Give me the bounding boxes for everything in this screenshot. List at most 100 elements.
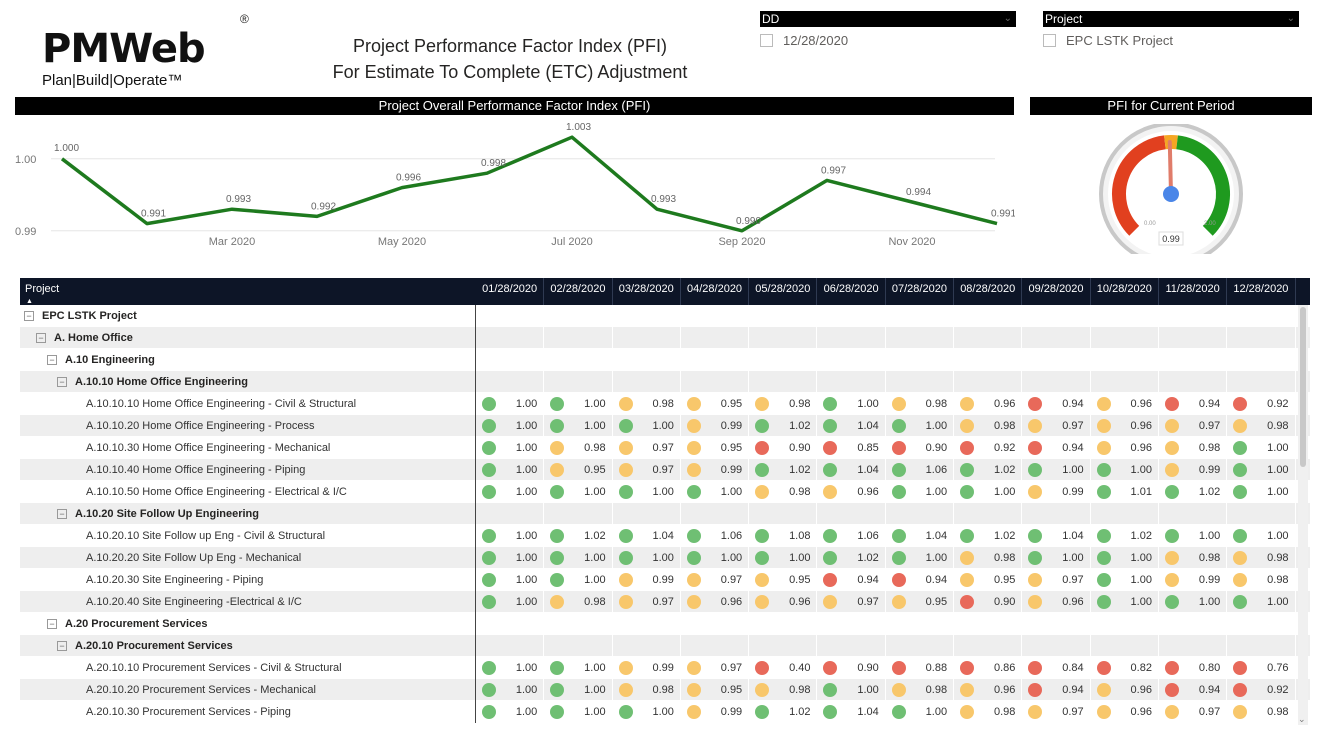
column-header-date[interactable]: 10/28/2020 xyxy=(1091,278,1159,305)
column-header-date[interactable]: 02/28/2020 xyxy=(544,278,613,305)
table-cell xyxy=(954,634,1023,657)
cell-value: 0.97 xyxy=(1062,705,1084,718)
collapse-toggle-icon[interactable]: − xyxy=(47,618,57,629)
table-cell: 0.97 xyxy=(1159,700,1228,723)
status-indicator-icon xyxy=(1164,528,1179,543)
dd-slicer[interactable]: DD ⌄ 12/28/2020 xyxy=(760,11,1016,48)
status-indicator-icon xyxy=(1096,550,1111,565)
status-indicator-icon xyxy=(755,396,770,411)
status-indicator-icon xyxy=(618,594,633,609)
collapse-toggle-icon[interactable]: − xyxy=(57,376,67,387)
column-header-date[interactable]: 06/28/2020 xyxy=(817,278,886,305)
table-cell xyxy=(817,304,886,327)
table-cell: 1.00 xyxy=(886,700,955,723)
chevron-down-icon[interactable]: ⌄ xyxy=(1003,13,1012,24)
table-cell xyxy=(886,326,955,349)
x-tick-label: Nov 2020 xyxy=(888,236,935,248)
row-label-text: A.20.10.10 Procurement Services - Civil … xyxy=(86,661,342,674)
status-indicator-icon xyxy=(1096,462,1111,477)
cell-value: 0.94 xyxy=(1062,683,1084,696)
table-cell xyxy=(1227,326,1296,349)
row-label: − EPC LSTK Project xyxy=(20,304,476,327)
checkbox[interactable] xyxy=(1043,34,1056,47)
table-cell: 1.00 xyxy=(613,414,681,437)
checkbox[interactable] xyxy=(760,34,773,47)
status-indicator-icon xyxy=(1028,484,1043,499)
column-header-project[interactable]: Project ▲ xyxy=(20,278,476,305)
status-indicator-icon xyxy=(1028,418,1043,433)
cell-value: 0.94 xyxy=(1062,441,1084,454)
column-header-date[interactable]: 08/28/2020 xyxy=(954,278,1023,305)
status-indicator-icon xyxy=(1164,418,1179,433)
table-cell: 1.02 xyxy=(1091,524,1159,547)
cell-value: 0.95 xyxy=(584,463,606,476)
collapse-toggle-icon[interactable]: − xyxy=(24,310,34,321)
cell-value: 1.00 xyxy=(720,485,743,498)
data-label: 1.003 xyxy=(566,122,591,133)
table-cell: 1.00 xyxy=(544,480,613,503)
cell-value: 0.97 xyxy=(1062,419,1084,432)
row-label: − A.10 Engineering xyxy=(20,348,476,371)
status-indicator-icon xyxy=(1028,528,1043,543)
dd-slicer-option[interactable]: 12/28/2020 xyxy=(760,33,1016,48)
table-cell xyxy=(613,634,681,657)
column-header-date[interactable]: 11/28/2020 xyxy=(1159,278,1228,305)
column-header-date[interactable]: 01/28/2020 xyxy=(476,278,545,305)
status-indicator-icon xyxy=(823,682,838,697)
table-cell: 0.96 xyxy=(954,392,1023,415)
table-cell: 1.00 xyxy=(1227,524,1296,547)
column-header-date[interactable]: 07/28/2020 xyxy=(886,278,955,305)
collapse-toggle-icon[interactable]: − xyxy=(57,640,67,651)
cell-value: 0.98 xyxy=(789,683,811,696)
cell-value: 1.00 xyxy=(925,705,948,718)
table-scrollbar[interactable]: ⌄ xyxy=(1298,305,1308,725)
project-slicer-option[interactable]: EPC LSTK Project xyxy=(1043,33,1299,48)
cell-value: 0.96 xyxy=(993,397,1016,410)
cell-value: 1.00 xyxy=(993,485,1016,498)
chevron-down-icon[interactable]: ⌄ xyxy=(1286,13,1295,24)
data-label: 0.993 xyxy=(226,194,251,205)
cell-value: 1.01 xyxy=(1130,485,1152,498)
table-cell xyxy=(613,304,681,327)
cell-value: 0.98 xyxy=(1267,573,1289,586)
collapse-toggle-icon[interactable]: − xyxy=(36,332,46,343)
cell-value: 1.00 xyxy=(1062,551,1084,564)
status-indicator-icon xyxy=(960,440,975,455)
dd-slicer-header[interactable]: DD ⌄ xyxy=(760,11,1016,27)
cell-value: 0.92 xyxy=(1267,397,1289,410)
column-header-date[interactable]: 03/28/2020 xyxy=(613,278,681,305)
sort-ascending-icon[interactable]: ▲ xyxy=(26,298,33,305)
table-cell xyxy=(817,612,886,635)
status-indicator-icon xyxy=(618,572,633,587)
cell-value: 0.98 xyxy=(789,485,811,498)
project-slicer-header[interactable]: Project ⌄ xyxy=(1043,11,1299,27)
table-cell xyxy=(1159,348,1228,371)
collapse-toggle-icon[interactable]: − xyxy=(57,508,67,519)
data-label: 0.992 xyxy=(311,201,336,212)
column-header-date[interactable]: 09/28/2020 xyxy=(1022,278,1091,305)
status-indicator-icon xyxy=(891,418,906,433)
row-label-text: A.10.10.30 Home Office Engineering - Mec… xyxy=(86,441,331,454)
column-header-date[interactable]: 04/28/2020 xyxy=(681,278,750,305)
status-indicator-icon xyxy=(1096,660,1111,675)
table-cell: 0.99 xyxy=(681,414,750,437)
status-indicator-icon xyxy=(550,660,565,675)
table-cell: 0.98 xyxy=(749,392,818,415)
scrollbar-thumb[interactable] xyxy=(1300,307,1306,467)
project-slicer[interactable]: Project ⌄ EPC LSTK Project xyxy=(1043,11,1299,48)
cell-value: 0.95 xyxy=(925,595,948,608)
cell-value: 1.00 xyxy=(1267,463,1289,476)
scroll-down-arrow-icon[interactable]: ⌄ xyxy=(1298,714,1306,724)
table-row: − A.20 Procurement Services xyxy=(20,612,1310,635)
cell-value: 1.04 xyxy=(1062,529,1084,542)
row-label: A.20.10.30 Procurement Services - Piping xyxy=(20,700,476,723)
column-header-date[interactable]: 12/28/2020 xyxy=(1227,278,1296,305)
column-header-date[interactable]: 05/28/2020 xyxy=(749,278,818,305)
cell-value: 0.85 xyxy=(857,441,879,454)
table-cell: 0.98 xyxy=(1227,700,1296,723)
collapse-toggle-icon[interactable]: − xyxy=(47,354,57,365)
cell-value: 0.97 xyxy=(720,573,743,586)
status-indicator-icon xyxy=(1233,682,1248,697)
row-label-text: A.20 Procurement Services xyxy=(65,617,208,630)
table-cell: 1.00 xyxy=(1159,524,1228,547)
